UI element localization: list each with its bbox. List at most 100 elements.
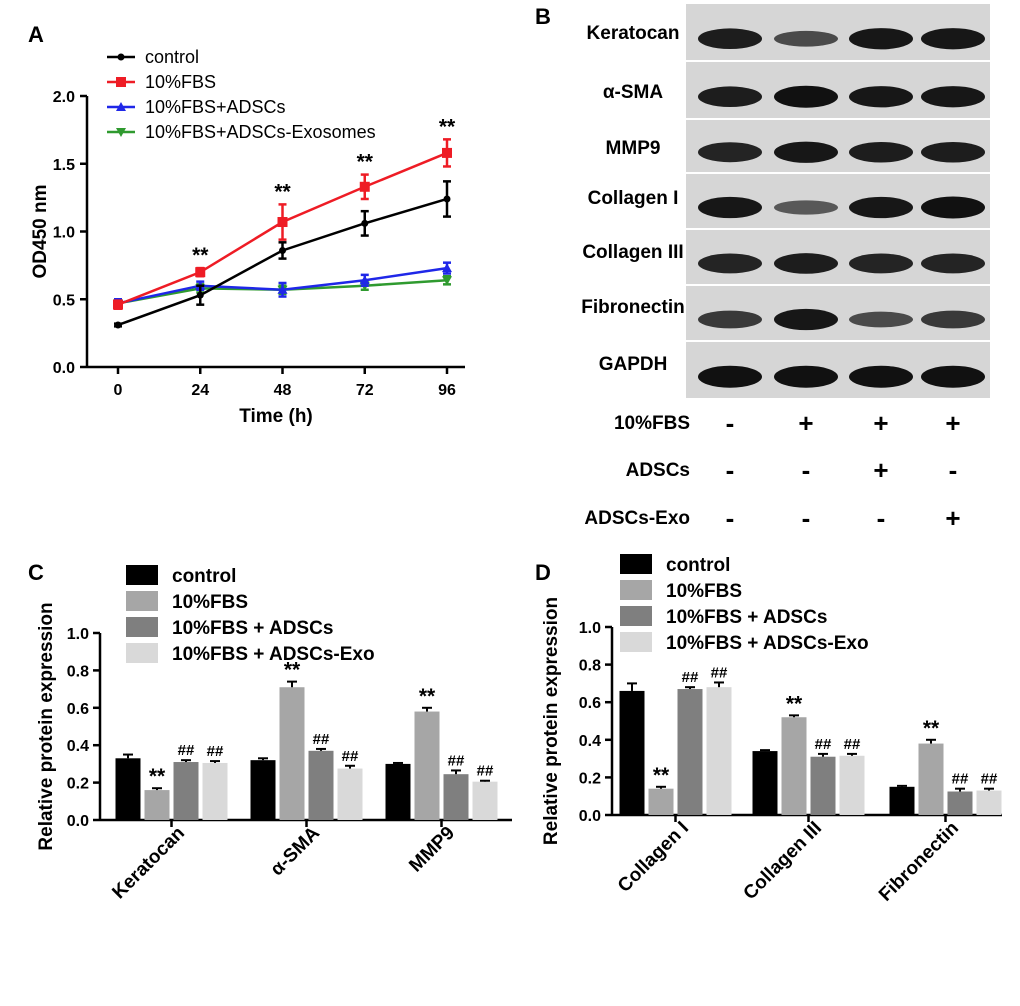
blot-band <box>774 30 838 47</box>
condition-sign: + <box>873 408 888 438</box>
y-tick-label: 1.5 <box>53 157 75 174</box>
bar-keratocan-0 <box>115 758 141 820</box>
y-tick-label: 0.2 <box>579 770 601 787</box>
blot-band <box>921 310 985 329</box>
bar--sma-2 <box>308 750 334 820</box>
blot-band <box>774 365 838 388</box>
blot-band <box>698 86 762 108</box>
condition-label: ADSCs-Exo <box>584 508 690 529</box>
bar-collagen-iii-0 <box>752 751 778 815</box>
blot-label: α-SMA <box>603 82 664 103</box>
bar-collagen-i-0 <box>619 690 645 815</box>
blot-row--sma: α-SMA <box>603 62 990 118</box>
x-axis-title: Time (h) <box>239 406 313 427</box>
condition-label: ADSCs <box>626 460 690 481</box>
bar-collagen-iii-1 <box>781 717 807 815</box>
condition-sign: - <box>949 455 958 485</box>
blot-band <box>774 141 838 163</box>
y-tick-label: 0.0 <box>579 808 601 825</box>
bar-fibronectin-3 <box>976 790 1002 815</box>
x-tick-label: Fibronectin <box>875 818 963 906</box>
blot-label: GAPDH <box>599 354 668 375</box>
blot-band <box>849 311 913 328</box>
bar--sma-1 <box>279 687 305 820</box>
panel-letter-d: D <box>535 560 551 585</box>
blot-row-collagen-i: Collagen I <box>588 174 990 228</box>
bar-mmp9-0 <box>385 763 411 820</box>
condition-label: 10%FBS <box>614 413 690 434</box>
y-tick-label: 0.8 <box>579 658 601 675</box>
panel-d-bar-chart: 0.0 0.2 0.4 0.6 0.8 1.0 Relative protein expre… <box>541 554 1002 906</box>
data-point <box>442 263 452 273</box>
legend-swatch <box>620 580 652 600</box>
blot-row-gapdh: GAPDH <box>599 342 990 398</box>
x-tick-label: Keratocan <box>108 823 189 904</box>
blot-band <box>849 253 913 274</box>
panel-letter-c: C <box>28 560 44 585</box>
significance-marker: ## <box>313 731 330 748</box>
legend-swatch <box>620 632 652 652</box>
blot-row-mmp9: MMP9 <box>606 120 990 172</box>
panel-letter-a: A <box>28 22 44 47</box>
x-tick-label: Collagen III <box>740 818 827 905</box>
condition-sign: + <box>945 503 960 533</box>
y-tick-label: 0.6 <box>579 695 601 712</box>
y-axis-title: Relative protein expression <box>541 597 562 845</box>
bar-keratocan-1 <box>144 790 170 820</box>
bar-collagen-iii-2 <box>810 756 836 815</box>
x-tick-label: 48 <box>274 382 292 399</box>
data-point <box>442 276 452 286</box>
blot-band <box>921 365 985 388</box>
x-tick-label: 72 <box>356 382 374 399</box>
condition-sign: - <box>802 455 811 485</box>
blot-band <box>774 85 838 108</box>
blot-label: Keratocan <box>587 23 680 44</box>
blot-band <box>921 86 985 108</box>
blot-label: Collagen III <box>582 242 683 263</box>
bar-fibronectin-2 <box>947 791 973 815</box>
y-tick-label: 0.2 <box>67 776 89 793</box>
significance-marker: ## <box>207 743 224 760</box>
blot-band <box>774 253 838 274</box>
y-axis-title: Relative protein expression <box>36 602 57 850</box>
y-tick-label: 1.0 <box>67 626 89 643</box>
blot-band <box>921 141 985 163</box>
blot-band <box>921 196 985 219</box>
legend-label: 10%FBS+ADSCs-Exosomes <box>145 122 376 142</box>
x-tick-label: 24 <box>191 382 209 399</box>
significance-marker: ## <box>711 664 728 681</box>
y-tick-label: 0.4 <box>67 738 89 755</box>
blot-label: Fibronectin <box>581 297 684 318</box>
data-point <box>113 299 123 310</box>
significance-marker: ** <box>439 115 456 138</box>
bar-mmp9-1 <box>414 711 440 820</box>
series-control <box>114 180 451 329</box>
condition-sign: - <box>726 455 735 485</box>
significance-marker: ** <box>149 765 166 788</box>
blot-band <box>774 308 838 331</box>
y-tick-label: 0.0 <box>67 813 89 830</box>
blot-band <box>849 196 913 219</box>
legend-label: 10%FBS <box>666 581 742 602</box>
blot-band <box>698 365 762 388</box>
data-point <box>359 275 370 285</box>
data-point <box>279 246 286 254</box>
significance-marker: ## <box>815 736 832 753</box>
bar-collagen-i-1 <box>648 788 674 815</box>
blot-band <box>849 365 913 388</box>
significance-marker: ** <box>192 244 209 267</box>
bar-fibronectin-1 <box>918 743 944 815</box>
blot-label: MMP9 <box>606 138 661 159</box>
legend-marker <box>116 128 126 137</box>
legend-label: control <box>145 47 199 67</box>
significance-marker: ** <box>653 764 670 787</box>
bar-mmp9-3 <box>472 781 498 820</box>
legend-label: 10%FBS <box>145 72 216 92</box>
significance-marker: ## <box>477 763 494 780</box>
y-tick-label: 0.0 <box>53 360 75 377</box>
y-tick-label: 0.4 <box>579 733 601 750</box>
blot-row-keratocan: Keratocan <box>587 4 990 60</box>
blot-band <box>698 310 762 329</box>
condition-sign: - <box>726 408 735 438</box>
